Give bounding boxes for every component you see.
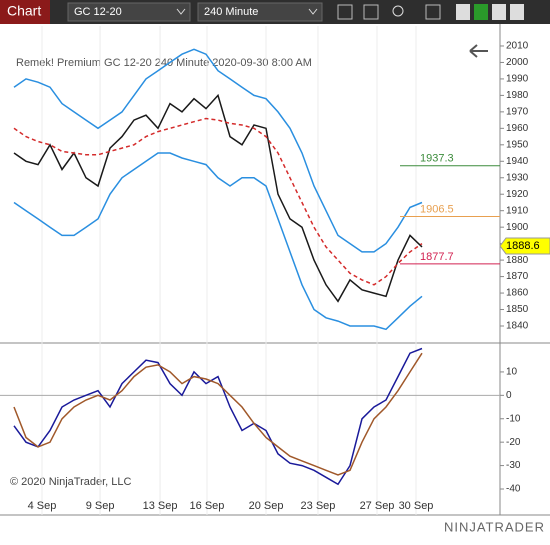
chart-tab[interactable] xyxy=(0,0,50,24)
instrument-dropdown[interactable] xyxy=(67,2,191,22)
x-tick-label: 23 Sep xyxy=(301,500,336,512)
dropdown-arrow xyxy=(308,8,318,15)
close-button[interactable] xyxy=(510,4,524,20)
y-tick-label: 2000 xyxy=(506,57,529,68)
props-button[interactable] xyxy=(425,4,441,20)
level-label: 1906.5 xyxy=(420,203,454,215)
y-tick-label: 1850 xyxy=(506,304,529,315)
instrument-label: GC 12-20 xyxy=(74,6,122,18)
y-tick-label: 1870 xyxy=(506,271,529,282)
interval-label: 240 Minute xyxy=(204,6,258,18)
series-line xyxy=(13,93,423,303)
x-tick-label: 13 Sep xyxy=(143,500,178,512)
price-label: 1888.6 xyxy=(506,240,540,252)
y-tick-label: 1910 xyxy=(506,205,529,216)
y-tick-label: 1930 xyxy=(506,172,529,183)
price-marker xyxy=(499,237,550,255)
zoom-button[interactable] xyxy=(392,5,404,17)
x-tick-label: 9 Sep xyxy=(86,500,115,512)
y-tick-label: -20 xyxy=(506,437,521,448)
y-tick-label: 1940 xyxy=(506,156,529,167)
series-line xyxy=(13,117,423,286)
y-tick-label: 1980 xyxy=(506,90,529,101)
series-line xyxy=(13,48,423,253)
copyright: © 2020 NinjaTrader, LLC xyxy=(10,476,131,488)
chart-title: Remek! Premium GC 12-20 240 Minute 2020-… xyxy=(16,57,312,69)
y-tick-label: 2010 xyxy=(506,41,529,52)
level-label: 1877.7 xyxy=(420,251,454,263)
y-tick-label: 1920 xyxy=(506,189,529,200)
level-label: 1937.3 xyxy=(420,153,454,165)
y-tick-label: 1860 xyxy=(506,288,529,299)
y-tick-label: 1900 xyxy=(506,222,529,233)
y-tick-label: 1950 xyxy=(506,139,529,150)
y-tick-label: 1970 xyxy=(506,107,529,118)
logo: NINJATRADER xyxy=(444,519,545,534)
maximize-button[interactable] xyxy=(492,4,506,20)
y-tick-label: 1960 xyxy=(506,123,529,134)
y-tick-label: 1840 xyxy=(506,321,529,332)
x-tick-label: 20 Sep xyxy=(249,500,284,512)
x-tick-label: 30 Sep xyxy=(399,500,434,512)
window-button[interactable] xyxy=(456,4,470,20)
x-tick-label: 27 Sep xyxy=(360,500,395,512)
series-line xyxy=(13,347,423,486)
y-tick-label: -30 xyxy=(506,460,521,471)
tab-label: Chart xyxy=(7,3,41,19)
y-tick-label: -10 xyxy=(506,413,521,424)
y-tick-label: 1990 xyxy=(506,74,529,85)
dropdown-arrow xyxy=(176,8,186,15)
y-tick-label: -40 xyxy=(506,484,521,495)
x-tick-label: 4 Sep xyxy=(28,500,57,512)
back-arrow[interactable] xyxy=(469,44,488,58)
y-tick-label: 10 xyxy=(506,367,518,378)
interval-dropdown[interactable] xyxy=(197,2,323,22)
bars-button[interactable] xyxy=(337,4,353,20)
x-tick-label: 16 Sep xyxy=(190,500,225,512)
y-tick-label: 0 xyxy=(506,390,512,401)
link-button[interactable] xyxy=(474,4,488,20)
series-line xyxy=(13,352,423,476)
y-tick-label: 1880 xyxy=(506,255,529,266)
chart-area xyxy=(0,24,550,540)
series-line xyxy=(13,152,423,331)
draw-button[interactable] xyxy=(363,4,379,20)
